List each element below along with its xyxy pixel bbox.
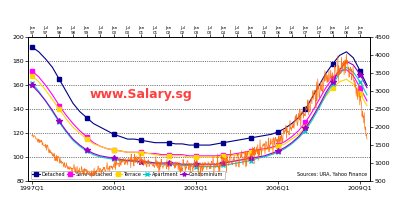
Text: www.Salary.sg: www.Salary.sg bbox=[90, 88, 193, 101]
Legend: Detached, Semi-detached, Terrace, Apartment, Condominium: Detached, Semi-detached, Terrace, Apartm… bbox=[31, 171, 225, 178]
Text: Sources: URA, Yahoo Finance: Sources: URA, Yahoo Finance bbox=[297, 172, 367, 177]
